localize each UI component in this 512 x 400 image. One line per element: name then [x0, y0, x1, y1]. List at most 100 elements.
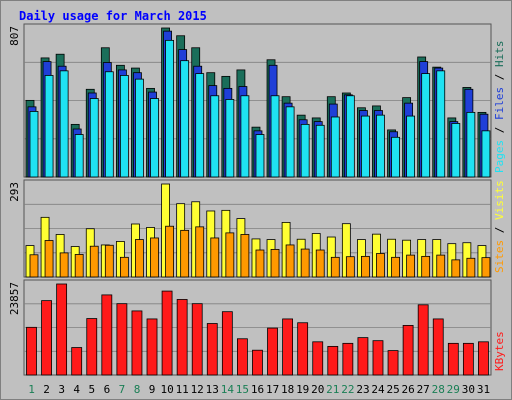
pages-bar	[330, 116, 340, 178]
pages-bar	[436, 70, 446, 178]
sites-bar	[29, 254, 39, 278]
pages-bar	[165, 39, 174, 178]
kbytes-bar	[312, 341, 324, 376]
day-label: 7	[119, 383, 126, 396]
pages-bar	[285, 106, 295, 178]
sites-bar	[89, 245, 99, 278]
pages-bar	[195, 73, 205, 178]
legend-kbytes: KBytes	[493, 331, 506, 371]
kbytes-bar	[146, 318, 158, 376]
sites-bar	[436, 254, 446, 278]
sites-bar	[44, 240, 54, 278]
panel-legend: Sites / Visits	[493, 180, 506, 273]
pages-bar	[345, 95, 355, 178]
day-label: 4	[73, 383, 80, 396]
pages-bar	[210, 95, 220, 178]
day-label: 27	[417, 383, 430, 396]
day-label: 3	[58, 383, 65, 396]
pages-bar	[481, 130, 491, 178]
sites-bar	[210, 237, 220, 278]
pages-bar	[44, 75, 54, 178]
day-label: 1	[28, 383, 35, 396]
sites-bar	[255, 249, 265, 278]
kbytes-bar	[402, 325, 414, 376]
sites-bar	[315, 249, 325, 278]
sites-bar	[195, 226, 205, 278]
kbytes-bar	[372, 340, 384, 376]
sites-bar	[119, 256, 129, 278]
kbytes-bar	[478, 341, 489, 376]
day-label: 5	[88, 383, 95, 396]
sites-bar	[345, 256, 355, 278]
day-label: 24	[371, 383, 385, 396]
sites-bar	[285, 244, 295, 278]
day-label: 12	[191, 383, 204, 396]
sites-bar	[74, 254, 84, 278]
pages-bar	[451, 123, 461, 178]
day-label: 9	[149, 383, 156, 396]
pages-bar	[240, 95, 250, 178]
kbytes-bar	[71, 347, 83, 376]
day-label: 25	[386, 383, 399, 396]
kbytes-bar	[41, 300, 52, 376]
pages-bar	[104, 71, 114, 178]
pages-bar	[391, 136, 400, 178]
legend-pages: Pages	[493, 140, 506, 173]
kbytes-bar	[56, 283, 68, 376]
pages-bar	[270, 95, 280, 178]
kbytes-bar	[131, 310, 143, 376]
day-label: 2	[43, 383, 50, 396]
day-label: 28	[432, 383, 445, 396]
sites-bar	[481, 257, 491, 278]
pages-bar	[300, 123, 310, 178]
pages-bar	[150, 98, 159, 178]
day-label: 31	[477, 383, 490, 396]
legend-sites: Sites	[493, 240, 506, 273]
day-label: 19	[296, 383, 309, 396]
day-label: 17	[266, 383, 279, 396]
kbytes-bar	[357, 337, 369, 376]
pages-bar	[421, 73, 431, 178]
panel-legend: KBytes	[493, 331, 506, 371]
day-label: 29	[447, 383, 460, 396]
sites-bar	[406, 254, 416, 278]
kbytes-bar	[447, 342, 459, 376]
pages-bar	[315, 124, 325, 178]
day-label: 8	[134, 383, 141, 396]
kbytes-bar	[221, 311, 233, 376]
legend-visits: Visits	[493, 180, 506, 220]
day-label: 6	[104, 383, 111, 396]
pages-bar	[376, 114, 385, 178]
sites-bar	[59, 252, 69, 278]
pages-bar	[255, 134, 265, 178]
kbytes-bar	[387, 350, 399, 376]
kbytes-bar	[432, 318, 444, 376]
pages-bar	[180, 60, 190, 178]
sites-bar	[391, 256, 400, 278]
day-label: 16	[251, 383, 264, 396]
day-label: 14	[221, 383, 235, 396]
kbytes-bar	[462, 342, 474, 376]
kbytes-bar	[297, 322, 309, 376]
pages-bar	[119, 75, 129, 178]
kbytes-bar	[417, 304, 429, 376]
panel-max-label: 23857	[8, 282, 21, 315]
day-label: 26	[401, 383, 414, 396]
kbytes-bar	[282, 318, 294, 376]
kbytes-bar	[161, 290, 173, 376]
sites-bar	[270, 248, 280, 278]
sites-bar	[361, 255, 370, 278]
day-label: 20	[311, 383, 324, 396]
sites-bar	[451, 259, 461, 278]
sites-bar	[466, 257, 476, 278]
day-label: 15	[236, 383, 249, 396]
pages-bar	[89, 98, 99, 178]
panel-max-label: 807	[8, 26, 21, 46]
day-label: 18	[281, 383, 294, 396]
sites-bar	[104, 244, 114, 278]
pages-bar	[225, 99, 235, 178]
sites-bar	[330, 256, 340, 278]
sites-bar	[376, 253, 385, 278]
chart-title: Daily usage for March 2015	[19, 9, 207, 23]
